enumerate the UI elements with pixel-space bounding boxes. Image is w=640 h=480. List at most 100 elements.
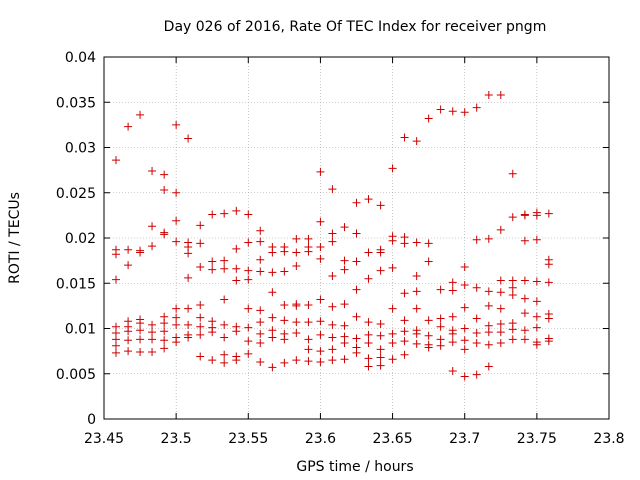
data-point: [484, 328, 493, 337]
data-point: [124, 261, 133, 270]
data-point: [160, 336, 169, 345]
data-point: [496, 328, 505, 337]
data-point: [328, 229, 337, 238]
data-point: [268, 313, 277, 322]
data-point: [292, 262, 301, 271]
data-point: [148, 242, 157, 251]
data-point: [496, 319, 505, 328]
data-point: [220, 264, 229, 273]
data-point: [328, 272, 337, 281]
data-point: [292, 318, 301, 327]
data-point: [316, 167, 325, 176]
data-point: [340, 265, 349, 274]
data-point: [220, 358, 229, 367]
data-point: [256, 226, 265, 235]
data-point: [160, 319, 169, 328]
data-point: [124, 347, 133, 356]
x-tick-label: 23.75: [517, 431, 557, 447]
data-point: [160, 230, 169, 239]
data-point: [472, 314, 481, 323]
data-point: [364, 274, 373, 283]
data-point: [376, 248, 385, 257]
data-point: [484, 234, 493, 243]
data-point: [376, 319, 385, 328]
data-point: [496, 288, 505, 297]
data-point: [412, 339, 421, 348]
data-point: [208, 328, 217, 337]
data-point: [472, 329, 481, 338]
data-point: [532, 211, 541, 220]
data-point: [400, 327, 409, 336]
data-point: [256, 318, 265, 327]
data-point: [256, 329, 265, 338]
data-point: [448, 286, 457, 295]
data-point: [280, 267, 289, 276]
data-point: [172, 237, 181, 246]
data-point: [352, 257, 361, 266]
data-point: [268, 268, 277, 277]
data-point: [220, 209, 229, 218]
data-point: [340, 300, 349, 309]
data-point: [148, 348, 157, 357]
data-point: [520, 211, 529, 220]
data-point: [148, 328, 157, 337]
data-point: [388, 304, 397, 313]
data-point: [232, 276, 241, 285]
data-point: [148, 222, 157, 231]
data-point: [244, 337, 253, 346]
y-tick-label: 0.015: [56, 276, 96, 292]
data-point: [448, 107, 457, 116]
data-point: [436, 285, 445, 294]
data-point: [196, 221, 205, 230]
data-point: [532, 312, 541, 321]
data-point: [520, 236, 529, 245]
chart-title: Day 026 of 2016, Rate Of TEC Index for r…: [164, 19, 547, 35]
y-tick-label: 0.025: [56, 186, 96, 202]
data-point: [196, 239, 205, 248]
data-point: [352, 334, 361, 343]
data-point: [208, 265, 217, 274]
data-point: [160, 186, 169, 195]
y-tick-label: 0.03: [65, 141, 96, 157]
data-point: [400, 316, 409, 325]
x-tick-label: 23.65: [373, 431, 413, 447]
data-point: [316, 357, 325, 366]
data-point: [472, 235, 481, 244]
data-point: [124, 336, 133, 345]
data-point: [292, 248, 301, 257]
data-point: [472, 283, 481, 292]
data-point: [340, 223, 349, 232]
data-point: [304, 318, 313, 327]
data-point: [340, 338, 349, 347]
x-tick-label: 23.55: [228, 431, 268, 447]
data-point: [364, 195, 373, 204]
data-point: [268, 248, 277, 257]
data-point: [424, 316, 433, 325]
data-point: [256, 338, 265, 347]
x-tick-label: 23.6: [305, 431, 336, 447]
data-point: [412, 329, 421, 338]
data-point: [160, 170, 169, 179]
data-point: [304, 300, 313, 309]
data-point: [220, 333, 229, 342]
data-point: [136, 326, 145, 335]
data-point: [220, 350, 229, 359]
data-point: [328, 356, 337, 365]
data-point: [124, 122, 133, 131]
data-point: [484, 287, 493, 296]
data-point: [232, 327, 241, 336]
data-point: [256, 267, 265, 276]
data-point: [184, 320, 193, 329]
data-point: [544, 337, 553, 346]
data-point: [196, 313, 205, 322]
data-point: [328, 333, 337, 342]
data-point: [496, 304, 505, 313]
data-points: [111, 91, 553, 381]
data-point: [496, 91, 505, 100]
data-point: [316, 330, 325, 339]
data-point: [220, 256, 229, 265]
data-point: [172, 320, 181, 329]
data-point: [184, 249, 193, 258]
data-point: [268, 333, 277, 342]
